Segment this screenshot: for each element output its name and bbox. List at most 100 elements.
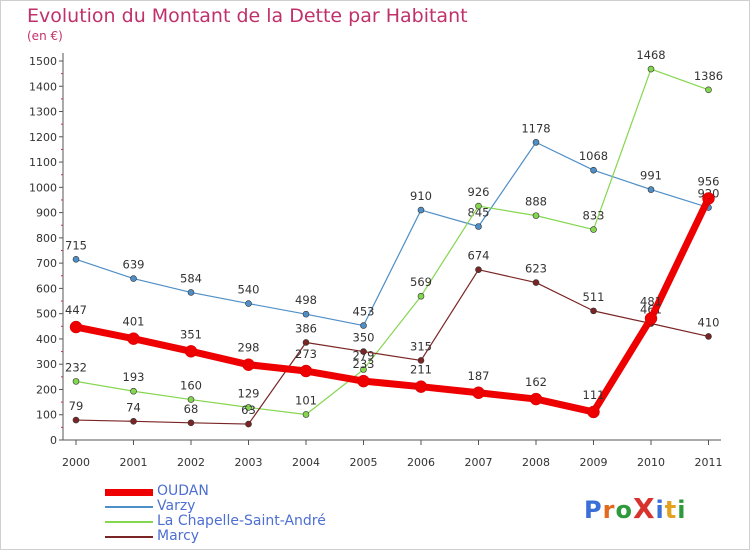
data-point-la-chapelle-saint-andr- <box>302 411 310 418</box>
data-label-varzy: 584 <box>180 271 202 285</box>
data-point-marcy <box>532 279 540 286</box>
data-point-varzy <box>647 186 655 193</box>
legend-swatch <box>105 521 153 523</box>
y-tick-label: 1300 <box>29 106 57 119</box>
series-line-marcy <box>75 269 709 425</box>
x-tick-label: 2005 <box>350 456 378 469</box>
data-point-varzy <box>245 300 252 307</box>
data-label-varzy: 1178 <box>521 121 550 135</box>
y-tick-label: 400 <box>36 333 57 346</box>
data-label-marcy: 623 <box>525 262 547 276</box>
y-tick-label: 1400 <box>29 80 57 93</box>
data-label-la-chapelle-saint-andr-: 1386 <box>694 69 723 83</box>
data-label-varzy: 991 <box>640 169 662 183</box>
data-label-marcy: 350 <box>353 331 375 345</box>
y-tick-label: 600 <box>36 282 57 295</box>
data-label-oudan: 956 <box>698 174 720 188</box>
x-tick-label: 2000 <box>62 456 90 469</box>
data-point-oudan <box>184 345 198 358</box>
data-label-varzy: 715 <box>65 238 87 252</box>
y-tick-label: 200 <box>36 383 57 396</box>
x-tick-label: 2001 <box>120 456 148 469</box>
legend-label: Marcy <box>157 528 200 544</box>
data-label-marcy: 674 <box>468 249 490 263</box>
data-label-oudan: 211 <box>410 363 432 377</box>
data-point-varzy <box>532 139 540 146</box>
y-tick-label: 1000 <box>29 181 57 194</box>
data-label-marcy: 315 <box>410 339 432 353</box>
data-label-marcy: 410 <box>698 315 720 329</box>
data-point-oudan <box>69 320 83 334</box>
data-point-marcy <box>705 333 712 340</box>
data-label-la-chapelle-saint-andr-: 129 <box>238 386 260 400</box>
y-tick-label: 800 <box>36 232 57 245</box>
data-label-varzy: 1068 <box>579 149 608 163</box>
data-label-la-chapelle-saint-andr-: 101 <box>295 393 317 407</box>
data-label-marcy: 74 <box>126 400 141 414</box>
data-label-varzy: 453 <box>353 305 375 319</box>
data-label-varzy: 540 <box>238 283 260 297</box>
x-tick-label: 2004 <box>292 456 320 469</box>
data-label-oudan: 273 <box>295 347 317 361</box>
data-label-oudan: 233 <box>353 357 375 371</box>
data-point-varzy <box>72 256 80 263</box>
data-point-marcy <box>187 419 195 427</box>
data-point-varzy <box>590 166 597 174</box>
y-tick-label: 700 <box>36 257 57 270</box>
data-label-la-chapelle-saint-andr-: 926 <box>468 185 490 199</box>
data-label-varzy: 498 <box>295 293 317 307</box>
data-point-la-chapelle-saint-andr- <box>187 396 195 403</box>
y-tick-label: 1200 <box>29 131 57 144</box>
x-tick-label: 2007 <box>465 456 493 469</box>
data-point-oudan <box>702 192 715 205</box>
data-point-la-chapelle-saint-andr- <box>245 404 252 411</box>
series-line-oudan <box>75 196 712 416</box>
data-point-oudan <box>127 332 140 345</box>
data-point-la-chapelle-saint-andr- <box>130 387 137 395</box>
legend-swatch <box>105 506 153 508</box>
series-line-la-chapelle-saint-andr- <box>75 68 709 416</box>
data-label-marcy: 68 <box>184 402 199 416</box>
data-point-varzy <box>130 275 137 282</box>
data-label-oudan: 187 <box>468 369 490 383</box>
data-label-oudan: 111 <box>583 388 605 402</box>
data-label-la-chapelle-saint-andr-: 569 <box>410 275 432 289</box>
data-label-la-chapelle-saint-andr-: 1468 <box>636 48 665 62</box>
data-point-marcy <box>360 348 367 355</box>
y-tick-label: 0 <box>50 434 57 447</box>
data-label-oudan: 351 <box>180 327 202 341</box>
chart-title: Evolution du Montant de la Dette par Hab… <box>27 5 468 27</box>
y-tick-label: 900 <box>36 207 57 220</box>
data-point-varzy <box>417 206 425 214</box>
data-point-marcy <box>475 266 482 274</box>
data-point-la-chapelle-saint-andr- <box>475 202 482 210</box>
data-point-varzy <box>302 310 310 318</box>
data-point-la-chapelle-saint-andr- <box>705 86 712 94</box>
data-label-marcy: 79 <box>69 399 84 413</box>
data-point-marcy <box>245 420 252 428</box>
data-label-la-chapelle-saint-andr-: 193 <box>123 370 145 384</box>
data-label-marcy: 386 <box>295 321 317 335</box>
data-label-la-chapelle-saint-andr-: 833 <box>583 209 605 223</box>
data-point-varzy <box>360 322 367 329</box>
legend-swatch <box>105 536 153 538</box>
x-tick-label: 2011 <box>695 456 723 469</box>
data-label-la-chapelle-saint-andr-: 888 <box>525 195 547 209</box>
data-point-la-chapelle-saint-andr- <box>417 292 425 300</box>
data-point-la-chapelle-saint-andr- <box>532 212 540 219</box>
data-point-oudan <box>472 386 485 400</box>
data-point-varzy <box>187 289 195 296</box>
data-point-oudan <box>357 374 370 388</box>
series-line-varzy <box>75 141 709 327</box>
proxiti-logo: ProXiti <box>584 492 687 525</box>
data-point-oudan <box>587 405 600 419</box>
data-label-la-chapelle-saint-andr-: 160 <box>180 379 202 393</box>
data-point-oudan <box>414 380 428 393</box>
x-tick-label: 2008 <box>522 456 550 469</box>
data-label-varzy: 845 <box>468 205 490 219</box>
data-point-la-chapelle-saint-andr- <box>647 65 655 73</box>
legend-label: La Chapelle-Saint-André <box>157 513 326 529</box>
data-point-la-chapelle-saint-andr- <box>360 366 367 373</box>
